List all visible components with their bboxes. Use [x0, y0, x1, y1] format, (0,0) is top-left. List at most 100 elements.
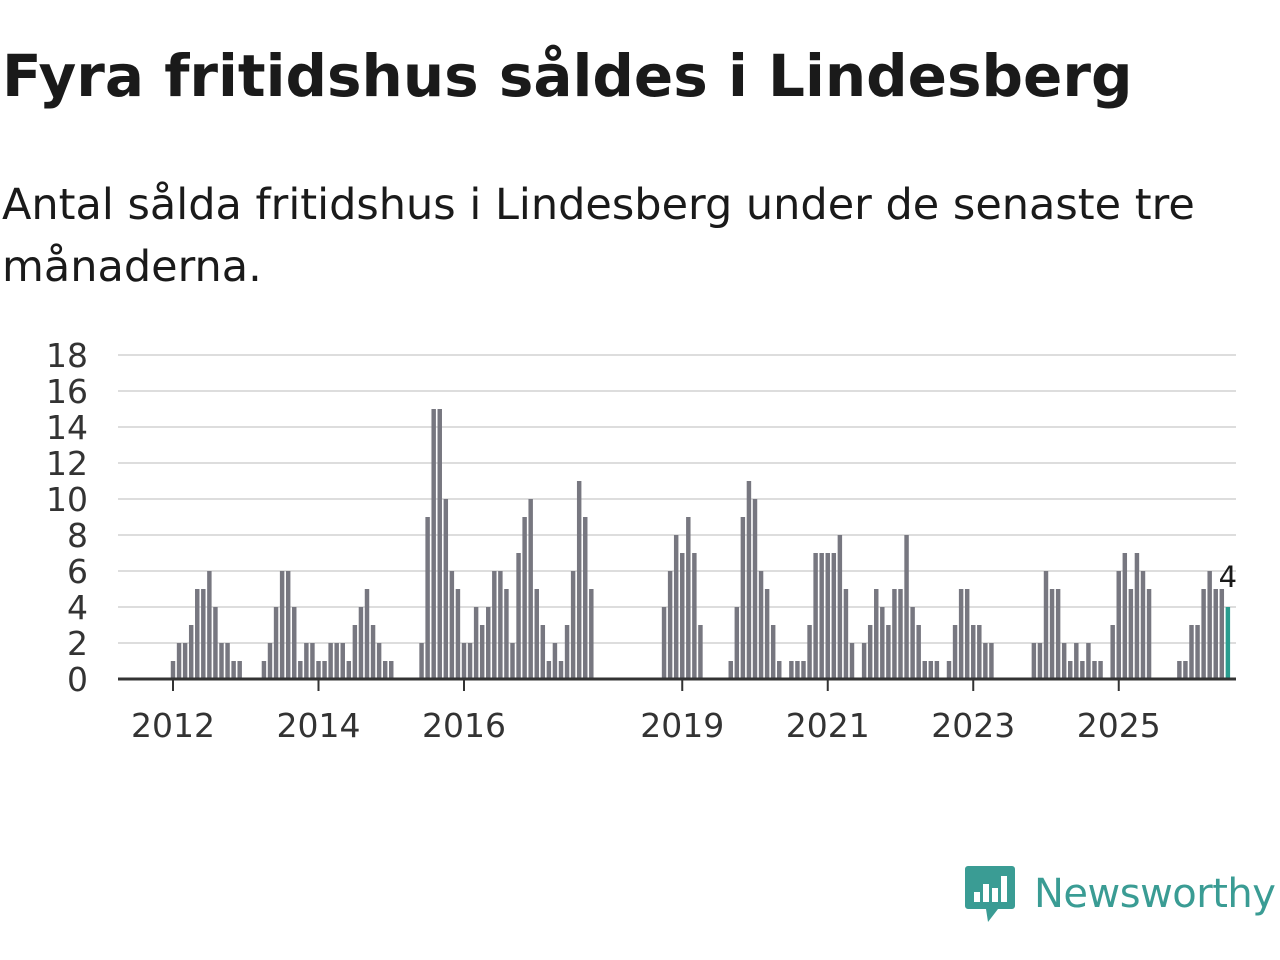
x-tick-label-2023: 2023	[931, 706, 1015, 745]
bar	[540, 625, 546, 679]
bar	[376, 643, 382, 679]
bar	[431, 409, 436, 679]
y-tick-label-8: 8	[67, 516, 88, 555]
bar	[188, 625, 194, 679]
bar	[279, 571, 285, 679]
bar	[825, 553, 830, 679]
bar	[479, 625, 485, 679]
bar	[819, 553, 824, 679]
bar	[1031, 643, 1037, 679]
x-tick-label-2012: 2012	[131, 706, 215, 745]
bar	[958, 589, 964, 679]
bar	[467, 643, 473, 679]
bar	[746, 481, 752, 679]
bar	[977, 625, 982, 679]
y-tick-label-4: 4	[67, 588, 88, 627]
bar	[370, 625, 376, 679]
bar	[589, 589, 594, 679]
bar	[910, 607, 915, 679]
bar	[867, 625, 873, 679]
bar	[764, 589, 770, 679]
bar	[504, 589, 509, 679]
bar	[989, 643, 994, 679]
bar	[898, 589, 903, 679]
bar	[498, 571, 503, 679]
bar	[1049, 589, 1055, 679]
bar	[843, 589, 849, 679]
bar	[849, 643, 855, 679]
bar	[522, 517, 527, 679]
newsworthy-logo: Newsworthy	[964, 864, 1276, 924]
bar	[916, 625, 921, 679]
x-tick-label-2019: 2019	[640, 706, 724, 745]
bar	[437, 409, 442, 679]
bar	[1110, 625, 1115, 679]
brand-name: Newsworthy	[1034, 871, 1276, 917]
bar	[1122, 553, 1128, 679]
bar	[510, 643, 515, 679]
bar	[564, 625, 570, 679]
x-tick-label-2025: 2025	[1077, 706, 1161, 745]
bar	[1037, 643, 1043, 679]
bars	[170, 409, 1231, 679]
bar	[831, 553, 837, 679]
bar	[352, 625, 358, 679]
bar	[237, 661, 242, 679]
bar	[777, 661, 782, 679]
bar	[964, 589, 970, 679]
bar	[298, 661, 303, 679]
bar	[795, 661, 800, 679]
bar	[473, 607, 479, 679]
bar	[922, 661, 927, 679]
bar	[928, 661, 934, 679]
bar	[201, 589, 206, 679]
bar	[316, 661, 321, 679]
bar	[758, 571, 764, 679]
bar	[455, 589, 461, 679]
y-tick-label-12: 12	[46, 444, 88, 483]
bar	[1183, 661, 1188, 679]
bar	[1213, 589, 1218, 679]
y-tick-label-0: 0	[67, 660, 88, 699]
bar	[861, 643, 867, 679]
bar	[231, 661, 236, 679]
bar	[583, 517, 588, 679]
bar	[449, 571, 455, 679]
bar	[576, 481, 582, 679]
bar	[358, 607, 364, 679]
y-tick-label-10: 10	[46, 480, 88, 519]
bar	[292, 607, 297, 679]
bar	[752, 499, 758, 679]
bar	[1086, 643, 1091, 679]
bar	[1219, 589, 1225, 679]
bar	[734, 607, 740, 679]
bar	[552, 643, 558, 679]
bar	[698, 625, 703, 679]
bar	[934, 661, 940, 679]
bar	[813, 553, 818, 679]
bar	[983, 643, 988, 679]
bar	[322, 661, 327, 679]
bar	[346, 661, 352, 679]
bar	[1128, 589, 1134, 679]
y-tick-label-14: 14	[46, 408, 88, 447]
bar	[728, 661, 733, 679]
bar	[340, 643, 345, 679]
bar	[1055, 589, 1061, 679]
gridlines	[118, 354, 1236, 644]
bar	[740, 517, 746, 679]
bar	[461, 643, 467, 679]
bar	[692, 553, 697, 679]
x-axis-ticks	[172, 679, 1120, 691]
bar	[425, 517, 430, 679]
bar	[667, 571, 673, 679]
bar	[334, 643, 339, 679]
bar	[1146, 589, 1152, 679]
bar	[389, 661, 394, 679]
bar	[419, 643, 424, 679]
x-tick-label-2014: 2014	[277, 706, 361, 745]
bar	[176, 643, 182, 679]
bar	[946, 661, 952, 679]
bar	[486, 607, 491, 679]
